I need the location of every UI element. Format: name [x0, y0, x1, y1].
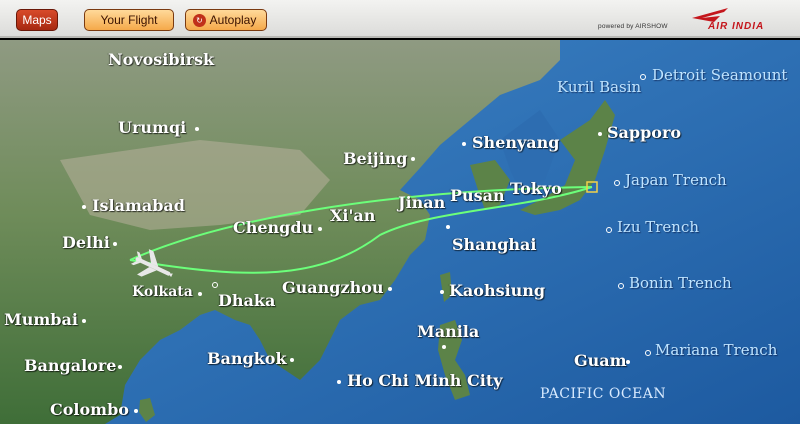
maps-button[interactable]: Maps — [16, 9, 58, 31]
feature-dot — [640, 74, 646, 80]
feature-label: Mariana Trench — [655, 341, 778, 359]
city-label: Pusan — [450, 186, 505, 205]
feature-label: Bonin Trench — [629, 274, 732, 292]
map-background — [0, 40, 800, 424]
city-label: Bangkok — [207, 349, 287, 368]
city-dot — [626, 360, 630, 364]
city-dot — [462, 142, 466, 146]
feature-dot — [614, 180, 620, 186]
feature-dot — [606, 227, 612, 233]
air-india-logo-icon — [692, 8, 728, 22]
city-dot — [212, 282, 218, 288]
destination-marker-icon — [586, 181, 598, 193]
city-label: Mumbai — [4, 310, 78, 329]
city-label: Chengdu — [233, 218, 314, 237]
city-label: Tokyo — [510, 179, 562, 198]
top-toolbar: Maps Your Flight ↻ Autoplay powered by A… — [0, 0, 800, 38]
city-dot — [290, 358, 294, 362]
city-label: Delhi — [62, 233, 110, 252]
city-label: Shenyang — [472, 133, 560, 152]
city-label: Guangzhou — [282, 278, 384, 297]
autoplay-button[interactable]: ↻ Autoplay — [185, 9, 267, 31]
city-dot — [411, 157, 415, 161]
city-dot — [446, 225, 450, 229]
city-label: Urumqi — [118, 118, 187, 137]
city-dot — [134, 409, 138, 413]
autoplay-label: Autoplay — [209, 13, 257, 27]
city-label: Beijing — [343, 149, 408, 168]
city-dot — [82, 319, 86, 323]
city-label: Guam — [574, 351, 627, 370]
city-dot — [337, 380, 341, 384]
feature-label: Detroit Seamount — [652, 66, 788, 84]
brand-logo: AIR INDIA — [708, 21, 765, 32]
city-label: Xi'an — [330, 206, 376, 225]
ocean-label: PACIFIC OCEAN — [540, 386, 667, 402]
feature-label: Japan Trench — [625, 171, 727, 189]
city-dot — [113, 242, 117, 246]
city-label: Ho Chi Minh City — [347, 371, 503, 390]
city-label: Novosibirsk — [108, 50, 215, 69]
city-label: Islamabad — [92, 196, 185, 215]
city-dot — [388, 287, 392, 291]
airplane-icon — [130, 249, 173, 278]
city-label: Colombo — [50, 400, 129, 419]
autoplay-icon: ↻ — [193, 14, 206, 27]
map-view[interactable]: Novosibirsk Urumqi Islamabad Delhi Kolka… — [0, 40, 800, 424]
powered-by-text: powered by AIRSHOW — [598, 23, 668, 30]
city-label: Shanghai — [452, 235, 537, 254]
city-label: Dhaka — [218, 291, 276, 310]
feature-label: Kuril Basin — [557, 78, 642, 96]
city-dot — [598, 132, 602, 136]
city-dot — [195, 127, 199, 131]
city-dot — [440, 290, 444, 294]
city-dot — [442, 345, 446, 349]
city-label: Kaohsiung — [449, 281, 546, 300]
city-dot — [198, 292, 202, 296]
feature-label: Izu Trench — [617, 218, 700, 236]
city-dot — [318, 227, 322, 231]
city-label: Kolkata — [132, 284, 193, 300]
city-label: Manila — [417, 322, 480, 341]
feature-dot — [645, 350, 651, 356]
city-dot — [118, 365, 122, 369]
city-label: Jinan — [398, 193, 446, 212]
feature-dot — [618, 283, 624, 289]
city-dot — [82, 205, 86, 209]
city-label: Sapporo — [607, 123, 682, 142]
city-label: Bangalore — [24, 356, 117, 375]
your-flight-button[interactable]: Your Flight — [84, 9, 174, 31]
